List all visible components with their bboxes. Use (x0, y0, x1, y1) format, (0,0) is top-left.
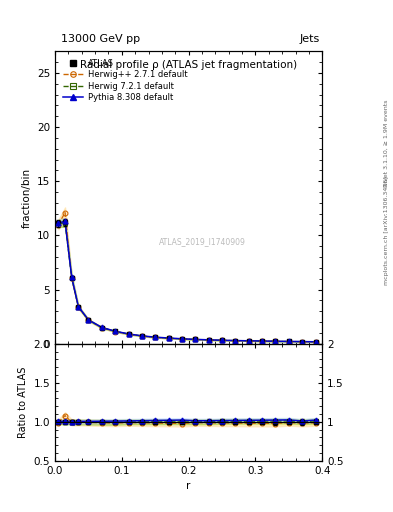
X-axis label: r: r (186, 481, 191, 491)
Y-axis label: fraction/bin: fraction/bin (21, 167, 31, 227)
Text: ATLAS_2019_I1740909: ATLAS_2019_I1740909 (158, 237, 246, 246)
Text: mcplots.cern.ch [arXiv:1306.3436]: mcplots.cern.ch [arXiv:1306.3436] (384, 176, 389, 285)
Legend: ATLAS, Herwig++ 2.7.1 default, Herwig 7.2.1 default, Pythia 8.308 default: ATLAS, Herwig++ 2.7.1 default, Herwig 7.… (59, 55, 191, 105)
Text: Jets: Jets (300, 33, 320, 44)
Text: 13000 GeV pp: 13000 GeV pp (61, 33, 140, 44)
Y-axis label: Ratio to ATLAS: Ratio to ATLAS (18, 367, 28, 438)
Text: Rivet 3.1.10, ≥ 1.9M events: Rivet 3.1.10, ≥ 1.9M events (384, 100, 389, 187)
Text: Radial profile ρ (ATLAS jet fragmentation): Radial profile ρ (ATLAS jet fragmentatio… (80, 60, 297, 70)
